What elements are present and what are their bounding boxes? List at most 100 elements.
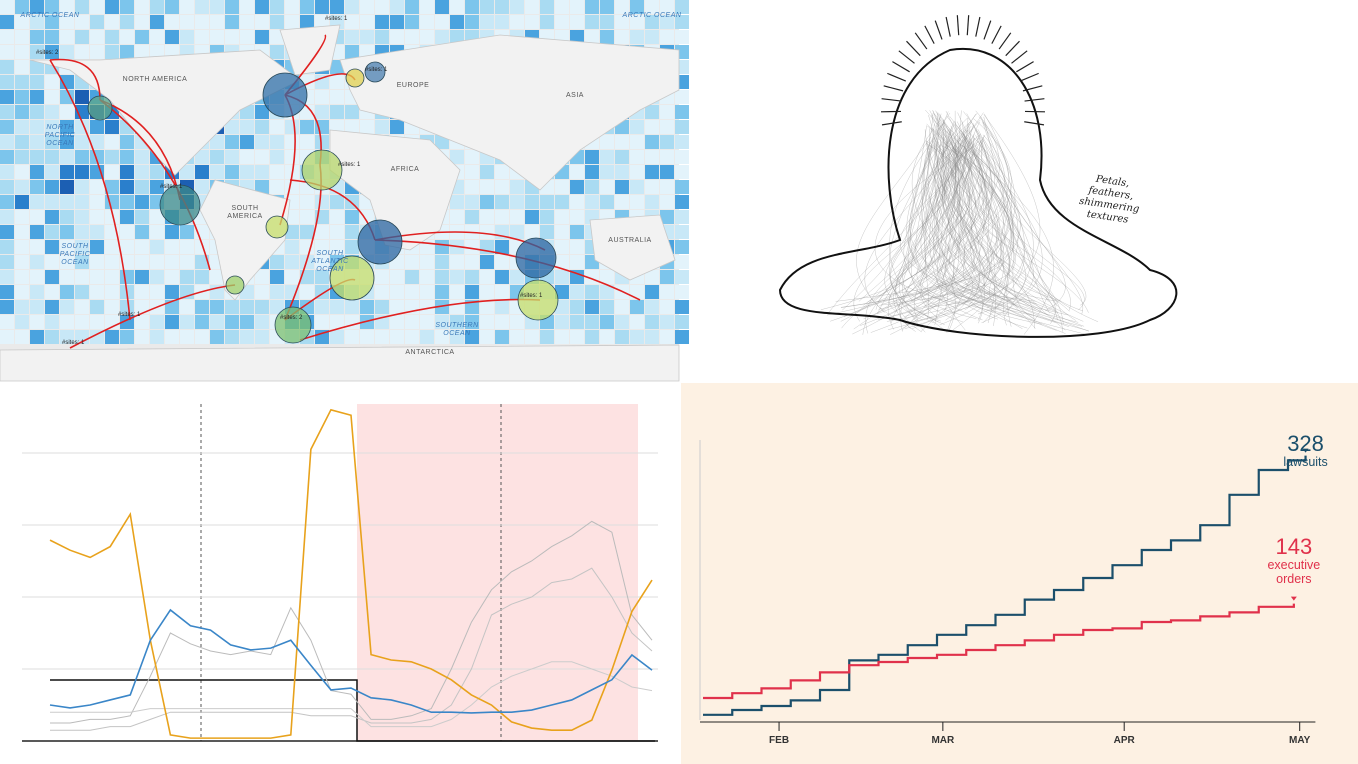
site-label: #sites: 1 xyxy=(118,312,141,318)
map-label: SOUTH AMERICA xyxy=(227,205,263,220)
map-label: AFRICA xyxy=(390,166,420,173)
ocean-cell xyxy=(315,90,329,104)
ocean-cell xyxy=(555,210,569,224)
ocean-cell xyxy=(375,120,389,134)
flow-arrow xyxy=(49,59,131,321)
ocean-cell xyxy=(615,180,629,194)
ocean-cell xyxy=(555,285,569,299)
ocean-cell xyxy=(630,165,644,179)
ocean-cell xyxy=(90,210,104,224)
ocean-cell xyxy=(615,30,629,44)
ocean-cell xyxy=(0,90,14,104)
ocean-cell xyxy=(645,195,659,209)
ocean-cell xyxy=(465,285,479,299)
ocean-cell xyxy=(180,255,194,269)
ocean-cell xyxy=(480,180,494,194)
ocean-cell xyxy=(90,150,104,164)
ocean-cell xyxy=(645,15,659,29)
ocean-cell xyxy=(330,60,344,74)
ocean-cell xyxy=(285,240,299,254)
sketch-spike xyxy=(881,98,902,102)
series-label: lawsuits xyxy=(1283,454,1328,469)
ocean-cell xyxy=(135,285,149,299)
ocean-cell xyxy=(0,180,14,194)
ocean-cell xyxy=(60,300,74,314)
ocean-cell xyxy=(90,330,104,344)
ocean-cell xyxy=(390,270,404,284)
ocean-cell xyxy=(660,15,674,29)
ocean-cell xyxy=(420,270,434,284)
sketch-stroke xyxy=(958,143,1037,321)
map-label: SOUTHERN OCEAN xyxy=(435,322,479,337)
ocean-cell xyxy=(360,300,374,314)
sketch-stroke xyxy=(975,135,1066,312)
ocean-cell xyxy=(600,300,614,314)
ocean-cell xyxy=(315,15,329,29)
ocean-cell xyxy=(255,105,269,119)
ocean-cell xyxy=(495,270,509,284)
ocean-cell xyxy=(465,240,479,254)
ocean-cell xyxy=(360,0,374,14)
ocean-cell xyxy=(105,270,119,284)
ocean-cell xyxy=(45,0,59,14)
ocean-cell xyxy=(450,0,464,14)
ocean-cell xyxy=(15,135,29,149)
shaded-period xyxy=(357,404,638,741)
ocean-cell xyxy=(105,330,119,344)
ocean-cell xyxy=(210,135,224,149)
sketch-spike xyxy=(945,16,951,37)
ocean-cell xyxy=(450,330,464,344)
ocean-cell xyxy=(465,195,479,209)
ocean-cell xyxy=(450,150,464,164)
ocean-cell xyxy=(240,300,254,314)
ocean-cell xyxy=(315,120,329,134)
ocean-cell xyxy=(120,0,134,14)
ocean-cell xyxy=(630,135,644,149)
sketch-stroke xyxy=(913,121,960,320)
ocean-cell xyxy=(165,315,179,329)
site-circle xyxy=(87,95,113,121)
ocean-cell xyxy=(240,0,254,14)
ocean-cell xyxy=(180,330,194,344)
ocean-cell xyxy=(270,150,284,164)
ocean-cell xyxy=(285,15,299,29)
ocean-cell xyxy=(435,0,449,14)
ocean-cell xyxy=(570,0,584,14)
ocean-cell xyxy=(75,30,89,44)
ocean-cell xyxy=(300,285,314,299)
ocean-cell xyxy=(615,0,629,14)
sketch-stroke xyxy=(935,133,1002,301)
ocean-cell xyxy=(510,180,524,194)
site-label: #sites: 2 xyxy=(36,50,59,56)
ocean-cell xyxy=(90,240,104,254)
ocean-cell xyxy=(135,225,149,239)
site-label: #sites: 1 xyxy=(338,162,361,168)
ocean-cell xyxy=(45,150,59,164)
sketch-stroke xyxy=(955,148,1012,301)
ocean-cell xyxy=(495,180,509,194)
series-line xyxy=(50,520,653,724)
ocean-cell xyxy=(360,120,374,134)
ocean-cell xyxy=(510,270,524,284)
ocean-cell xyxy=(510,330,524,344)
x-tick-label: MAY xyxy=(1289,735,1311,746)
ocean-cell xyxy=(45,135,59,149)
site-label: #sites: 1 xyxy=(520,293,543,299)
ocean-cell xyxy=(105,45,119,59)
site-circle xyxy=(329,255,375,301)
ocean-cell xyxy=(615,300,629,314)
ocean-cell xyxy=(420,330,434,344)
ocean-cell xyxy=(30,15,44,29)
ocean-cell xyxy=(465,270,479,284)
ocean-cell xyxy=(420,315,434,329)
flow-arrow xyxy=(99,99,181,201)
sketch-stroke xyxy=(966,129,1034,317)
sketch-stroke xyxy=(895,111,988,324)
sketch-stroke xyxy=(826,137,977,316)
ocean-cell xyxy=(660,285,674,299)
ocean-cell xyxy=(450,15,464,29)
ocean-cell xyxy=(630,120,644,134)
site-circle xyxy=(515,237,557,279)
ocean-cell xyxy=(345,45,359,59)
ocean-cell xyxy=(675,225,689,239)
